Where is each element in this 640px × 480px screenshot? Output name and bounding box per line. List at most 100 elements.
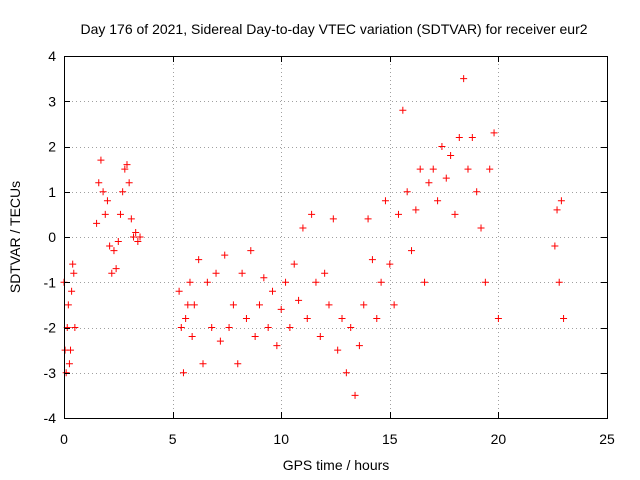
data-point [112, 265, 120, 273]
data-point [67, 346, 75, 354]
data-point [132, 228, 140, 236]
data-point [557, 197, 565, 205]
data-point [325, 301, 333, 309]
data-point [464, 165, 472, 173]
y-tick-label: 1 [48, 184, 56, 200]
data-point [62, 369, 70, 377]
data-point [182, 314, 190, 322]
data-point [477, 224, 485, 232]
data-point [69, 260, 77, 268]
data-point [408, 247, 416, 255]
data-point [65, 360, 73, 368]
chart-title: Day 176 of 2021, Sidereal Day-to-day VTE… [80, 21, 587, 37]
data-point [321, 269, 329, 277]
data-point [434, 197, 442, 205]
data-point [299, 224, 307, 232]
data-point [273, 342, 281, 350]
data-point [229, 301, 237, 309]
data-point [468, 133, 476, 141]
data-point [342, 369, 350, 377]
data-point [121, 165, 129, 173]
data-point [125, 179, 133, 187]
y-tick-label: -3 [44, 365, 57, 381]
data-point [203, 278, 211, 286]
data-point [212, 269, 220, 277]
data-point [416, 165, 424, 173]
data-point [179, 369, 187, 377]
data-point [355, 342, 363, 350]
data-point [368, 256, 376, 264]
data-point [123, 161, 131, 169]
x-tick-label: 5 [169, 431, 177, 447]
data-point [277, 305, 285, 313]
data-point [110, 247, 118, 255]
data-point [290, 260, 298, 268]
data-point [282, 278, 290, 286]
data-point [216, 337, 224, 345]
data-point [108, 269, 116, 277]
data-point [186, 278, 194, 286]
data-point [97, 156, 105, 164]
data-point [494, 314, 502, 322]
data-point [116, 210, 124, 218]
data-point [373, 314, 381, 322]
data-point [70, 269, 78, 277]
data-point [234, 360, 242, 368]
data-point [360, 301, 368, 309]
data-point [347, 324, 355, 331]
data-point [390, 301, 398, 309]
data-point [101, 210, 109, 218]
data-point [264, 324, 272, 331]
data-point [473, 188, 481, 196]
x-tick-label: 20 [491, 431, 507, 447]
data-point [221, 251, 229, 259]
data-point [68, 287, 76, 295]
data-point [177, 324, 185, 331]
data-point [351, 391, 359, 399]
y-tick-label: -1 [44, 274, 57, 290]
data-point [114, 238, 122, 246]
y-tick-label: 0 [48, 229, 56, 245]
data-point [364, 215, 372, 223]
data-point [225, 324, 233, 331]
data-point [184, 301, 192, 309]
data-point [412, 206, 420, 214]
data-point [381, 197, 389, 205]
x-tick-label: 0 [60, 431, 68, 447]
data-point [199, 360, 207, 368]
data-point [403, 188, 411, 196]
data-point [190, 301, 198, 309]
data-point [93, 219, 101, 227]
data-point [399, 106, 407, 114]
y-tick-label: 3 [48, 93, 56, 109]
data-point [127, 215, 135, 223]
y-tick-label: 2 [48, 139, 56, 155]
data-point [95, 179, 103, 187]
data-point [329, 215, 337, 223]
data-point [421, 278, 429, 286]
data-point [195, 256, 203, 264]
data-point [555, 278, 563, 286]
data-point [255, 301, 263, 309]
data-point [560, 314, 568, 322]
data-point [312, 278, 320, 286]
data-point [438, 143, 446, 150]
axis-ticks: 0 5 10 15 20 25 -4 -3 -2 -1 0 1 2 3 4 [44, 48, 615, 447]
data-point [451, 210, 459, 218]
data-point [130, 233, 138, 241]
x-tick-label: 25 [599, 431, 615, 447]
data-point [377, 278, 385, 286]
data-point [316, 333, 324, 341]
data-point [442, 174, 450, 182]
data-point [103, 197, 111, 205]
data-point [553, 206, 561, 214]
data-point [481, 278, 489, 286]
data-point [208, 324, 216, 331]
data-point [308, 210, 316, 218]
x-tick-label: 15 [382, 431, 398, 447]
data-point [490, 129, 498, 137]
data-point [303, 314, 311, 322]
data-point [99, 188, 107, 196]
data-point [295, 296, 303, 304]
